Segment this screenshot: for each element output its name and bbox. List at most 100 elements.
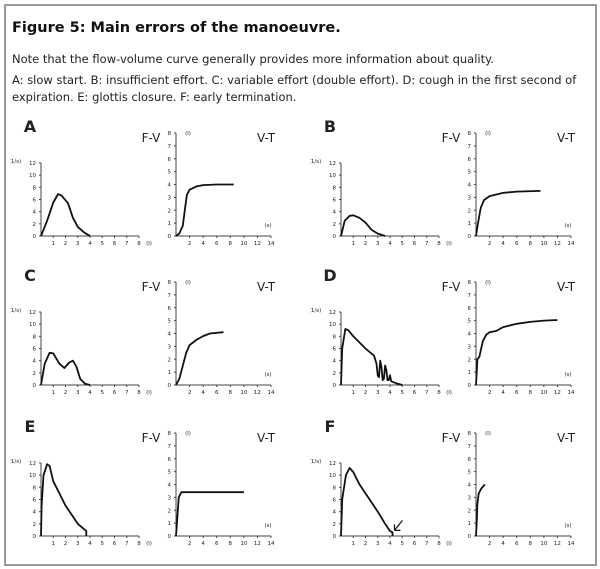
x-tick-label: 5	[101, 390, 105, 396]
data-curve	[40, 193, 91, 237]
data-curve	[40, 351, 91, 386]
y-tick-label: 0	[333, 383, 337, 389]
y-tick-label: 0	[468, 234, 472, 240]
x-tick-label: 14	[268, 390, 275, 396]
x-tick-label: 14	[568, 541, 575, 547]
x-tick-label: 12	[254, 390, 261, 396]
chart-title: V-T	[257, 280, 276, 294]
y-tick-label: 4	[333, 210, 337, 216]
y-tick-label: 6	[168, 306, 172, 312]
y-tick-label: 8	[33, 485, 37, 491]
y-tick-label: 10	[329, 173, 336, 179]
x-tick-label: 5	[401, 241, 405, 247]
x-tick-label: 10	[240, 390, 247, 396]
y-tick-label: 12	[29, 161, 36, 167]
y-tick-label: 2	[168, 208, 172, 214]
x-axis-label: (l)	[146, 390, 152, 396]
y-tick-label: 6	[168, 457, 172, 463]
chart-title: F-V	[142, 280, 162, 294]
panel-letter: D	[323, 266, 336, 285]
data-curve	[175, 491, 244, 537]
x-tick-label: 12	[554, 390, 561, 396]
data-curve	[40, 463, 88, 537]
y-tick-label: 3	[168, 495, 172, 501]
x-axis-label: (s)	[564, 223, 571, 229]
y-axis-label: (l)	[485, 431, 491, 437]
x-tick-label: 2	[364, 241, 368, 247]
y-tick-label: 8	[333, 334, 337, 340]
y-axis-label: (1/s)	[10, 308, 21, 314]
y-tick-label: 0	[468, 383, 472, 389]
y-axis-label: (l)	[185, 280, 191, 286]
x-tick-label: 2	[188, 241, 192, 247]
x-axis-label: (s)	[264, 223, 271, 229]
y-tick-label: 8	[33, 334, 37, 340]
y-tick-label: 3	[168, 195, 172, 201]
y-tick-label: 1	[468, 221, 472, 227]
y-tick-label: 10	[329, 322, 336, 328]
y-tick-label: 8	[468, 280, 472, 286]
x-tick-label: 8	[229, 241, 233, 247]
y-tick-label: 0	[468, 534, 472, 540]
x-tick-label: 6	[413, 390, 417, 396]
chart-title: V-T	[257, 131, 276, 145]
y-tick-label: 0	[333, 534, 337, 540]
x-tick-label: 8	[137, 390, 141, 396]
y-tick-label: 10	[29, 173, 36, 179]
x-tick-label: 4	[388, 390, 392, 396]
y-tick-label: 2	[333, 222, 337, 228]
x-tick-label: 6	[113, 541, 117, 547]
panel-letter: F	[325, 417, 336, 436]
x-tick-label: 2	[188, 390, 192, 396]
y-tick-label: 4	[168, 332, 172, 338]
x-tick-label: 10	[240, 241, 247, 247]
y-tick-label: 7	[168, 144, 172, 150]
data-curve	[475, 483, 486, 537]
x-tick-label: 4	[88, 541, 92, 547]
x-tick-label: 7	[125, 541, 129, 547]
x-tick-label: 10	[540, 241, 547, 247]
y-tick-label: 2	[33, 222, 37, 228]
y-tick-label: 4	[333, 359, 337, 365]
x-tick-label: 12	[554, 541, 561, 547]
y-tick-label: 12	[29, 310, 36, 316]
panel-svg: EF-V12345678024681012(l)(1/s)V-T24681012…	[10, 417, 276, 547]
y-tick-label: 3	[468, 344, 472, 350]
x-tick-label: 6	[215, 241, 219, 247]
y-tick-label: 12	[329, 461, 336, 467]
y-axis-label: (1/s)	[310, 159, 321, 165]
figure-title: Figure 5: Main errors of the manoeuvre.	[12, 20, 341, 36]
x-axis-label: (s)	[264, 372, 271, 378]
y-tick-label: 10	[29, 473, 36, 479]
x-tick-label: 4	[388, 541, 392, 547]
y-tick-label: 0	[168, 234, 172, 240]
y-tick-label: 4	[333, 510, 337, 516]
y-tick-label: 5	[468, 170, 472, 176]
x-tick-label: 5	[101, 541, 105, 547]
data-curve	[340, 328, 403, 386]
x-tick-label: 5	[401, 390, 405, 396]
x-tick-label: 2	[488, 541, 492, 547]
x-tick-label: 6	[113, 390, 117, 396]
x-tick-label: 5	[101, 241, 105, 247]
arrow-icon	[393, 519, 403, 531]
x-tick-label: 8	[529, 241, 533, 247]
y-tick-label: 8	[468, 131, 472, 137]
chart-title: F-V	[442, 431, 462, 445]
y-tick-label: 4	[468, 332, 472, 338]
data-curve	[475, 319, 558, 386]
x-tick-label: 3	[76, 541, 80, 547]
y-tick-label: 0	[33, 383, 37, 389]
x-tick-label: 4	[201, 541, 205, 547]
y-axis-label: (1/s)	[10, 159, 21, 165]
y-tick-label: 8	[168, 131, 172, 137]
chart-title: V-T	[557, 280, 576, 294]
y-tick-label: 8	[33, 185, 37, 191]
y-axis-label: (l)	[185, 131, 191, 137]
y-tick-label: 6	[333, 347, 337, 353]
